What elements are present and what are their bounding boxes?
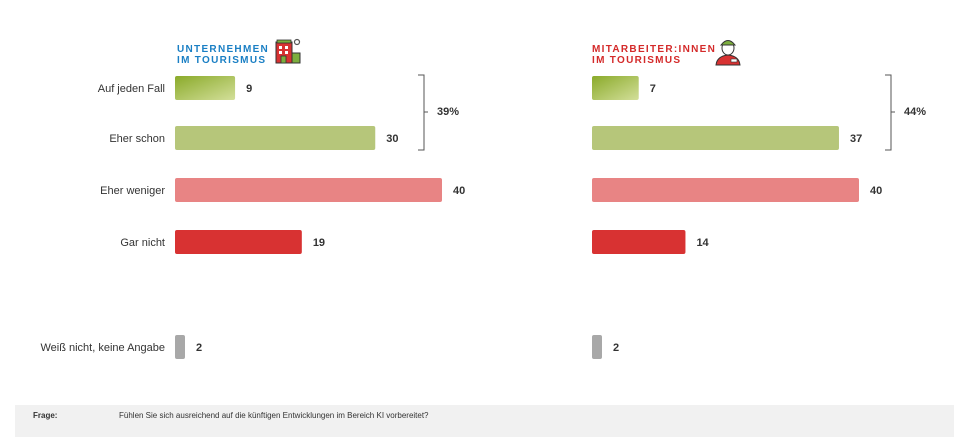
value-label: 2 bbox=[196, 342, 202, 354]
bar bbox=[592, 76, 639, 100]
employee-cap-icon bbox=[715, 40, 741, 66]
bar bbox=[175, 126, 376, 150]
value-label: 2 bbox=[613, 342, 619, 354]
value-label: 30 bbox=[386, 133, 398, 145]
panel-title-companies: UNTERNEHMEN IM TOURISMUS bbox=[177, 44, 269, 66]
bracket bbox=[418, 74, 428, 151]
value-label: 40 bbox=[453, 185, 465, 197]
bracket-label: 39% bbox=[437, 106, 459, 118]
bar bbox=[592, 335, 602, 359]
bracket bbox=[885, 74, 895, 151]
question-footer: Frage: Fühlen Sie sich ausreichend auf d… bbox=[15, 405, 954, 437]
title-line: IM TOURISMUS bbox=[177, 55, 267, 66]
hotel-building-icon bbox=[275, 38, 301, 64]
value-label: 40 bbox=[870, 185, 882, 197]
category-label: Eher weniger bbox=[100, 185, 165, 197]
category-label: Auf jeden Fall bbox=[98, 83, 165, 95]
bar bbox=[592, 230, 686, 254]
bar-chart: Auf jeden Fall Eher schon Eher weniger Gar … bbox=[40, 74, 926, 359]
bar bbox=[175, 335, 185, 359]
panel-title-employees: MITARBEITER:INNEN IM TOURISMUS bbox=[592, 44, 716, 66]
title-line: MITARBEITER:INNEN bbox=[592, 44, 717, 55]
value-label: 14 bbox=[696, 237, 709, 249]
title-line: UNTERNEHMEN bbox=[177, 44, 270, 55]
bar bbox=[175, 230, 302, 254]
value-label: 7 bbox=[650, 83, 656, 95]
category-label: Eher schon bbox=[109, 133, 165, 145]
category-label: Gar nicht bbox=[120, 237, 165, 249]
bar bbox=[175, 76, 236, 100]
category-label: Weiß nicht, keine Angabe bbox=[40, 342, 165, 354]
value-label: 37 bbox=[850, 133, 862, 145]
question-label: Frage: bbox=[33, 411, 58, 420]
value-label: 9 bbox=[246, 83, 252, 95]
value-label: 19 bbox=[313, 237, 325, 249]
question-text: Fühlen Sie sich ausreichend auf die künf… bbox=[119, 411, 429, 420]
bar bbox=[592, 178, 859, 202]
bracket-label: 44% bbox=[904, 106, 926, 118]
bar bbox=[592, 126, 839, 150]
bar bbox=[175, 178, 442, 202]
title-line: IM TOURISMUS bbox=[592, 55, 682, 66]
